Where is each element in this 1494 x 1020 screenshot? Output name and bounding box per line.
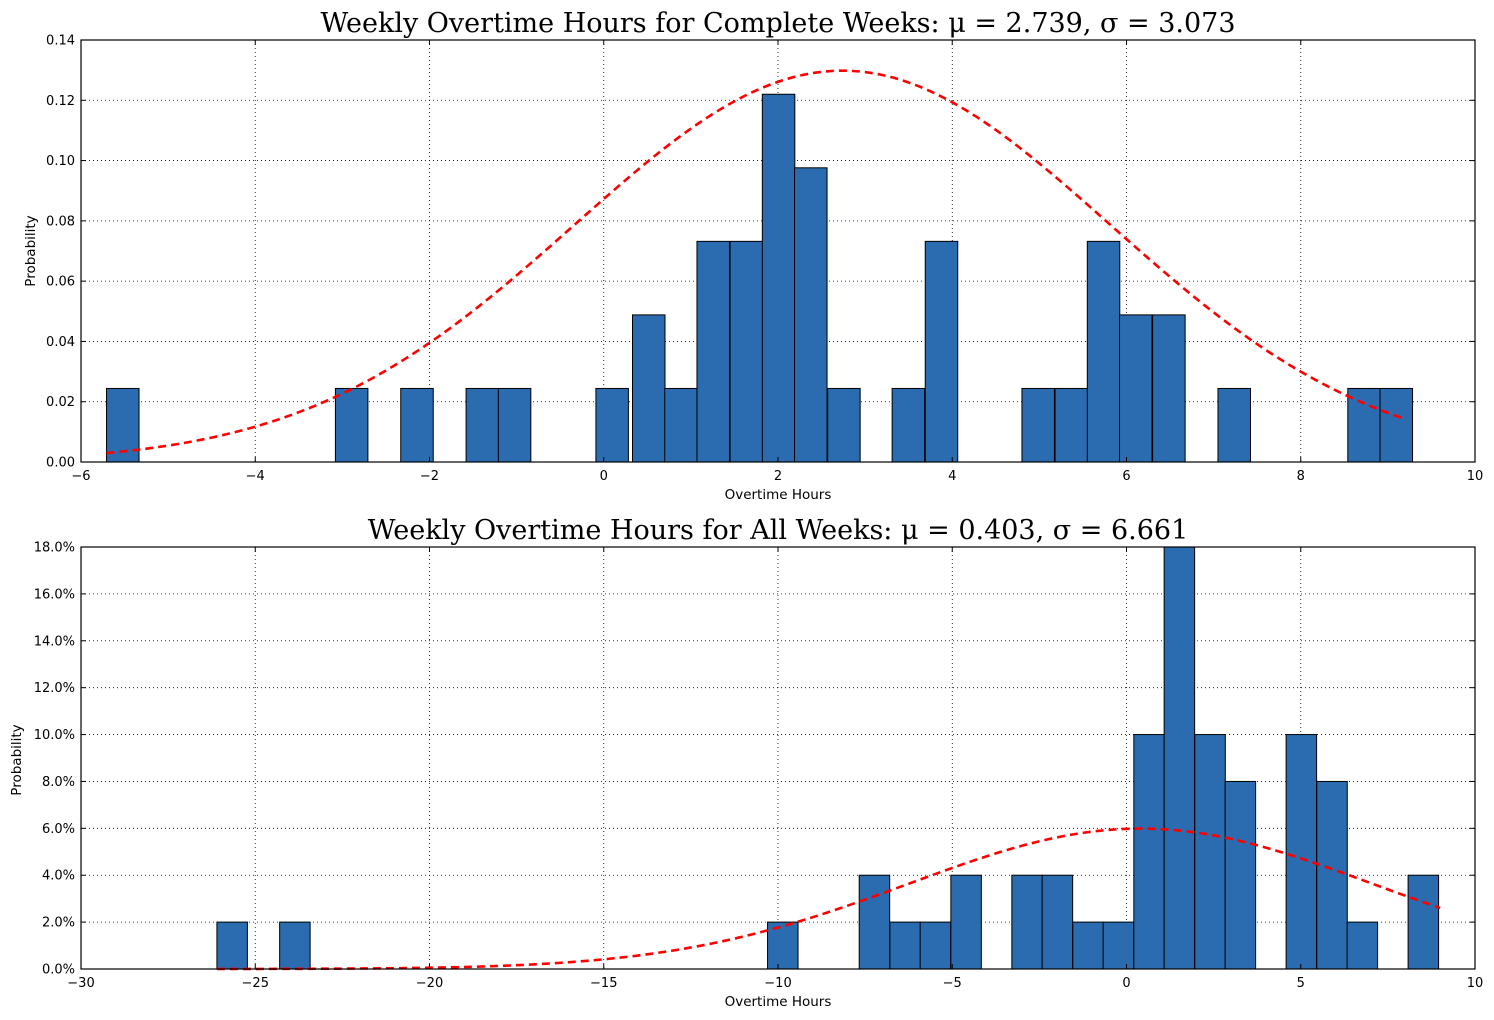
histogram-bar bbox=[1072, 921, 1104, 970]
histogram-bar bbox=[858, 874, 891, 970]
y-tick-label: 0.14 bbox=[46, 34, 75, 49]
x-tick-label: −30 bbox=[67, 976, 94, 991]
x-tick-label: 2 bbox=[774, 469, 782, 484]
grid bbox=[81, 547, 1475, 969]
x-tick-label: −4 bbox=[246, 469, 265, 484]
histogram-bar bbox=[696, 240, 730, 463]
x-tick-label: 6 bbox=[1122, 469, 1130, 484]
histogram-bar bbox=[794, 167, 828, 463]
axis-ticks: −30 −25 −20 −15 −10 −5 0 5 10 0.0% 2.0% 4.0% 6.0% 8.0… bbox=[34, 541, 1484, 992]
histogram-bar bbox=[216, 921, 248, 970]
histogram-bar bbox=[950, 874, 982, 970]
histogram-bar bbox=[1285, 734, 1318, 970]
histogram-bar bbox=[279, 921, 311, 970]
y-tick-label: 8.0% bbox=[42, 775, 75, 790]
y-tick-label: 4.0% bbox=[42, 869, 75, 884]
plot-frame bbox=[80, 546, 1476, 970]
histogram-bar bbox=[400, 387, 434, 463]
histogram-bar bbox=[891, 387, 926, 463]
x-tick-label: −6 bbox=[71, 469, 90, 484]
chart-title: Weekly Overtime Hours for All Weeks: μ =… bbox=[368, 515, 1189, 546]
histogram-bar bbox=[827, 387, 861, 463]
y-tick-label: 12.0% bbox=[34, 681, 75, 696]
y-tick-label: 10.0% bbox=[34, 728, 75, 743]
y-tick-label: 0.10 bbox=[46, 154, 75, 169]
histogram-bar bbox=[334, 387, 369, 463]
y-tick-label: 0.08 bbox=[46, 214, 75, 229]
x-tick-label: 10 bbox=[1467, 976, 1484, 991]
histogram-bar bbox=[632, 314, 666, 463]
histogram-bar bbox=[1194, 734, 1226, 970]
y-tick-label: 2.0% bbox=[42, 916, 75, 931]
x-tick-label: −10 bbox=[764, 976, 791, 991]
y-tick-label: 6.0% bbox=[42, 822, 75, 837]
chart-all-weeks: Weekly Overtime Hours for All Weeks: μ =… bbox=[9, 515, 1483, 1010]
x-tick-label: −2 bbox=[420, 469, 439, 484]
x-tick-label: −25 bbox=[242, 976, 269, 991]
x-axis-label: Overtime Hours bbox=[725, 994, 832, 1010]
histogram-bar bbox=[595, 387, 629, 463]
normal-fit-curve bbox=[106, 69, 1406, 455]
histogram-bar bbox=[729, 240, 764, 463]
chart-title: Weekly Overtime Hours for Complete Weeks… bbox=[320, 8, 1235, 39]
normal-fit-curve bbox=[216, 827, 1441, 971]
x-tick-label: −20 bbox=[416, 976, 443, 991]
y-tick-label: 0.04 bbox=[46, 335, 75, 350]
histogram-bar bbox=[1163, 546, 1196, 970]
histogram-bar bbox=[767, 921, 799, 970]
histogram-bar bbox=[497, 387, 532, 463]
x-tick-label: 0 bbox=[600, 469, 608, 484]
histogram-bar bbox=[1407, 874, 1440, 970]
histogram-bars bbox=[106, 93, 1414, 463]
histogram-bar bbox=[1217, 387, 1251, 463]
y-tick-label: 18.0% bbox=[34, 541, 75, 556]
histogram-bar bbox=[664, 387, 698, 463]
histogram-bar bbox=[1316, 780, 1348, 970]
x-tick-label: 10 bbox=[1467, 469, 1484, 484]
x-tick-label: 0 bbox=[1122, 976, 1130, 991]
histogram-bar bbox=[1224, 780, 1257, 970]
histogram-bar bbox=[1347, 387, 1381, 463]
histogram-bar bbox=[761, 93, 796, 463]
y-tick-label: 0.06 bbox=[46, 275, 75, 290]
x-axis-label: Overtime Hours bbox=[725, 487, 832, 503]
histogram-bar bbox=[1011, 874, 1043, 970]
histogram-bar bbox=[1086, 240, 1121, 463]
histogram-bar bbox=[1152, 314, 1186, 463]
axis-ticks: −6 −4 −2 0 2 4 6 8 10 0.00 0.02 0.04 0.06 0.08 0.10 0.1… bbox=[46, 34, 1483, 485]
y-tick-label: 16.0% bbox=[34, 587, 75, 602]
y-axis-label: Probability bbox=[23, 215, 39, 286]
chart-complete-weeks: Weekly Overtime Hours for Complete Weeks… bbox=[23, 8, 1483, 503]
x-tick-label: 5 bbox=[1297, 976, 1305, 991]
y-tick-label: 0.12 bbox=[46, 94, 75, 109]
y-tick-label: 0.00 bbox=[46, 456, 75, 471]
histogram-bar bbox=[465, 387, 500, 463]
histogram-bar bbox=[919, 921, 952, 970]
y-tick-label: 0.02 bbox=[46, 395, 75, 410]
x-tick-label: 8 bbox=[1297, 469, 1305, 484]
x-tick-label: −5 bbox=[943, 976, 962, 991]
histogram-bar bbox=[1102, 921, 1135, 970]
histogram-bar bbox=[1041, 874, 1074, 970]
histogram-bars bbox=[216, 546, 1440, 970]
histogram-bar bbox=[1054, 387, 1089, 463]
histogram-bar bbox=[1346, 921, 1379, 970]
y-tick-label: 14.0% bbox=[34, 634, 75, 649]
histogram-bar bbox=[1021, 387, 1055, 463]
y-tick-label: 0.0% bbox=[42, 963, 75, 978]
x-tick-label: −15 bbox=[590, 976, 617, 991]
histogram-bar bbox=[1119, 314, 1153, 463]
histogram-bar bbox=[889, 921, 921, 970]
histogram-bar bbox=[1379, 387, 1414, 463]
y-axis-label: Probability bbox=[9, 724, 25, 795]
histogram-bar bbox=[924, 240, 959, 463]
histogram-bar bbox=[1133, 734, 1165, 970]
x-tick-label: 4 bbox=[948, 469, 956, 484]
